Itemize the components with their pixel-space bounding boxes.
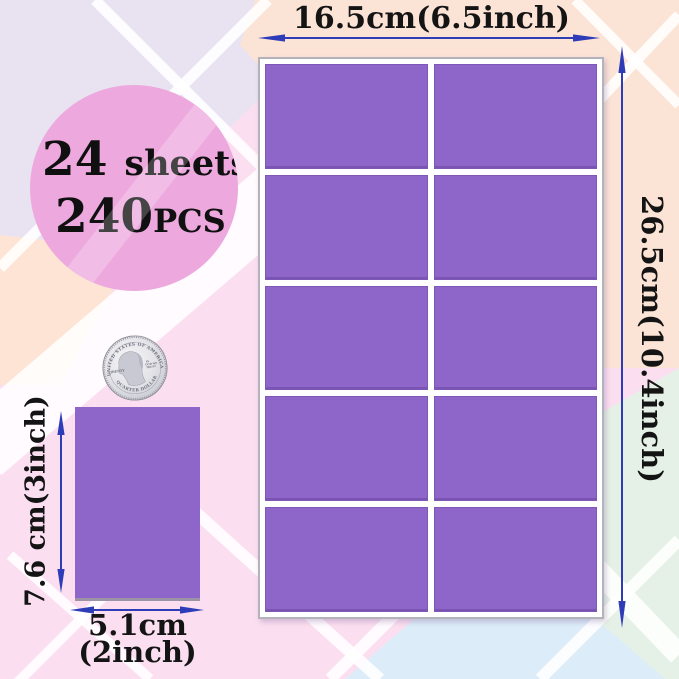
- coin-liberty-text: LIBERTY: [108, 368, 126, 374]
- sticker-cell: [434, 285, 597, 391]
- sticker-cell: [265, 396, 428, 502]
- coin-motto-line2: GOD WE: [145, 362, 158, 367]
- label-width-label: 5.1cm (2inch): [55, 608, 220, 669]
- quarter-coin: UNITED STATES OF AMERICA QUARTER DOLLAR …: [102, 335, 168, 401]
- sheet-height-label: 26.5cm(10.4inch): [635, 195, 669, 483]
- sticker-cell: [265, 507, 428, 612]
- sticker-cell: [434, 396, 597, 502]
- hair-queue: [135, 352, 143, 369]
- sticker-cell: [434, 507, 597, 612]
- label-width-arrow: [70, 606, 204, 614]
- label-height-arrow: [57, 411, 65, 593]
- sheets-count-line: 24 sheets: [30, 136, 238, 183]
- sticker-sheet: [258, 57, 604, 619]
- sticker-cell: [265, 64, 428, 169]
- coin-motto-line3: TRUST: [146, 365, 156, 369]
- label-height-label: 7.6 cm(3inch): [20, 395, 52, 607]
- pieces-label: PCS: [153, 202, 226, 240]
- label-width-line2: (2inch): [78, 635, 197, 669]
- coin-reeded-edge: [103, 336, 167, 400]
- sheet-width-arrow: [258, 34, 600, 42]
- sticker-cell: [434, 64, 597, 169]
- sticker-cell: [434, 174, 597, 280]
- sheets-count: 24: [42, 132, 108, 187]
- badge-shine: [30, 85, 238, 291]
- sticker-cell: [265, 174, 428, 280]
- sheet-height-arrow: [618, 46, 626, 628]
- sticker-cell: [265, 285, 428, 391]
- pieces-count: 240: [55, 189, 154, 244]
- sheets-label: sheets: [124, 143, 238, 184]
- sheet-width-label: 16.5cm(6.5inch): [293, 1, 570, 36]
- coin-motto-line1: IN: [146, 360, 151, 364]
- sticker-grid: [265, 64, 597, 612]
- label-width-line1: 5.1cm: [88, 608, 187, 642]
- single-sticker: [75, 407, 200, 601]
- washington-profile: [118, 351, 146, 386]
- quantity-badge: 24 sheets 240PCS: [30, 85, 238, 291]
- pieces-count-line: 240PCS: [30, 193, 238, 240]
